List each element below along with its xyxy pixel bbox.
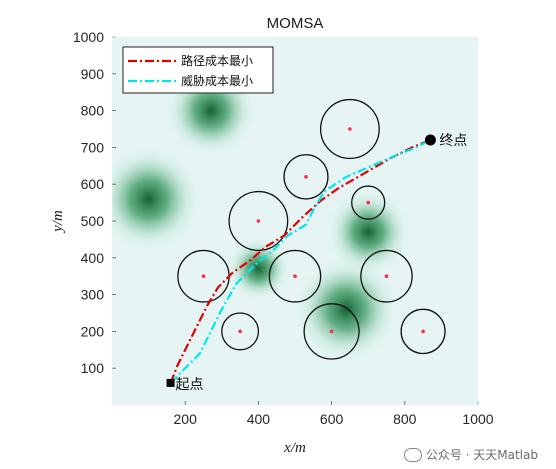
legend-box xyxy=(122,46,274,94)
obstacle-circle xyxy=(283,154,329,200)
threat-zone xyxy=(225,235,292,302)
obstacle-center xyxy=(256,219,261,223)
legend-label-path-cost: 路径成本最小 xyxy=(181,53,253,68)
x-tick-label: 1000 xyxy=(462,411,493,427)
obstacle-circle xyxy=(360,249,413,303)
x-tick-label: 200 xyxy=(174,411,198,427)
obstacle-center xyxy=(384,274,389,279)
y-tick-label: 800 xyxy=(81,103,105,119)
obstacle-center xyxy=(329,329,334,334)
plot-frame xyxy=(111,36,479,406)
obstacle-center xyxy=(348,127,352,131)
legend-label-threat-cost: 威胁成本最小 xyxy=(181,73,253,88)
end-label: 终点 xyxy=(439,133,467,149)
y-tick-label: 400 xyxy=(81,250,105,266)
y-tick-label: 200 xyxy=(81,323,105,339)
x-tick-label: 600 xyxy=(320,411,344,427)
threat-cost-line xyxy=(169,139,431,384)
obstacle-center xyxy=(304,175,308,179)
legend: 路径成本最小 威胁成本最小 xyxy=(122,46,274,94)
marker-layer: 起点 终点 xyxy=(166,133,467,393)
obstacle-circle xyxy=(319,98,380,160)
y-axis-ticks: 100 200 300 400 500 600 700 800 900 1000 xyxy=(73,29,116,376)
obstacle-circle xyxy=(228,190,289,252)
obstacle-center xyxy=(366,200,371,205)
x-axis-label: x/m xyxy=(283,440,306,456)
obstacle-center xyxy=(421,329,425,334)
y-tick-label: 900 xyxy=(81,66,105,82)
watermark: 公众号 · 天天Matlab xyxy=(403,446,538,463)
start-label: 起点 xyxy=(176,377,204,393)
x-tick-label: 400 xyxy=(247,411,271,427)
obstacle-circle xyxy=(351,185,386,220)
y-tick-label: 100 xyxy=(81,360,105,376)
x-tick-label: 800 xyxy=(393,411,417,427)
y-tick-label: 500 xyxy=(81,213,105,229)
y-tick-label: 700 xyxy=(81,139,105,155)
path-cost-line xyxy=(169,139,431,384)
y-tick-label: 300 xyxy=(81,287,105,303)
obstacle-circle xyxy=(221,312,260,351)
chart-title: MOMSA xyxy=(267,15,324,32)
obstacle-center xyxy=(201,274,206,279)
threat-zone xyxy=(324,187,413,277)
obstacle-circle xyxy=(400,308,446,355)
y-tick-label: 1000 xyxy=(73,29,104,45)
start-marker xyxy=(166,378,175,387)
path-layer xyxy=(169,139,431,384)
wechat-icon xyxy=(403,447,422,462)
obstacle-circle xyxy=(268,249,322,303)
obstacle-center xyxy=(293,274,297,279)
obstacle-layer xyxy=(177,98,446,360)
threat-zone xyxy=(112,143,204,255)
threat-field xyxy=(112,62,413,365)
y-axis-label: y/m xyxy=(50,210,66,234)
end-marker xyxy=(424,134,436,146)
x-axis-ticks: 200 400 600 800 1000 xyxy=(174,401,494,427)
threat-zone xyxy=(291,254,402,365)
watermark-text: 公众号 · 天天Matlab xyxy=(425,448,538,462)
obstacle-center xyxy=(238,329,242,334)
obstacle-circle xyxy=(303,303,360,360)
y-tick-label: 600 xyxy=(81,176,105,192)
